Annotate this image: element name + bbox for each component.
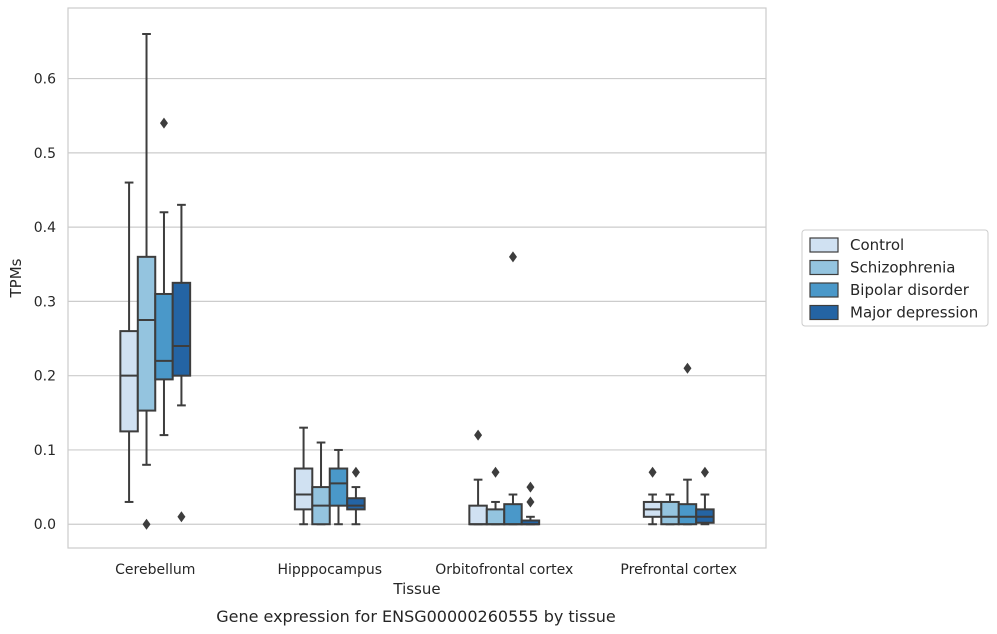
box [660, 500, 680, 526]
plot-area-frame [67, 7, 767, 549]
box-group [485, 466, 506, 526]
outlier-point [159, 117, 168, 129]
box [328, 467, 349, 507]
box [171, 281, 192, 377]
box [119, 330, 139, 433]
outlier-point [526, 481, 535, 493]
box-group [520, 481, 541, 526]
box-group [119, 181, 139, 503]
legend-label: Bipolar disorder [850, 281, 970, 299]
box [136, 255, 157, 412]
box-group [154, 117, 174, 437]
box [293, 467, 314, 511]
legend-label: Schizophrenia [850, 259, 955, 277]
box-group [346, 466, 366, 526]
box [503, 503, 523, 526]
box [346, 497, 366, 511]
x-tick-label: Orbitofrontal cortex [435, 562, 573, 578]
legend-frame [801, 229, 989, 327]
box [154, 292, 174, 381]
y-tick-label: 0.0 [34, 517, 56, 533]
box-group [695, 466, 715, 526]
y-tick-label: 0.2 [34, 369, 56, 385]
x-axis-label: Tissue [392, 580, 440, 598]
y-tick-label: 0.1 [34, 443, 56, 459]
outlier-point [142, 518, 151, 530]
y-tick-labels: 0.0 0.1 0.2 0.3 0.4 0.5 0.6 [34, 72, 56, 534]
box-group [293, 426, 314, 526]
y-tick-label: 0.4 [34, 220, 56, 236]
outlier-point [648, 466, 657, 478]
box [468, 504, 488, 526]
box [677, 503, 698, 526]
y-tick-label: 0.5 [34, 146, 56, 162]
box-group [642, 466, 663, 526]
outlier-point [491, 466, 500, 478]
outlier-point [526, 496, 535, 508]
x-tick-label: Prefrontal cortex [620, 562, 737, 578]
legend-label: Major depression [850, 304, 978, 322]
outlier-point [683, 362, 692, 374]
y-axis-label: TPMs [7, 258, 25, 298]
legend-swatch [809, 282, 839, 298]
box [485, 508, 506, 526]
box-group [660, 493, 680, 526]
outlier-point [177, 511, 186, 523]
legend-swatch [809, 237, 839, 253]
outlier-point [351, 466, 360, 478]
x-tick-label: Cerebellum [115, 562, 195, 578]
y-tick-label: 0.3 [34, 294, 56, 310]
y-tick-label: 0.6 [34, 72, 56, 88]
boxes-layer [119, 32, 715, 530]
outlier-point [474, 429, 483, 441]
legend-swatch [809, 304, 839, 321]
box-group [328, 448, 349, 526]
figure-caption: Gene expression for ENSG00000260555 by t… [216, 607, 616, 626]
box-group [171, 203, 192, 523]
legend: Control Schizophrenia Bipolar disorder Majo… [801, 229, 989, 327]
outlier-point [700, 466, 709, 478]
x-tick-labels: Cerebellum Hipppocampus Orbitofrontal cort… [115, 562, 737, 578]
legend-swatch [809, 259, 839, 276]
legend-label: Control [850, 236, 904, 254]
outlier-point [508, 251, 517, 263]
x-tick-label: Hipppocampus [277, 562, 382, 578]
box-group [503, 251, 523, 526]
